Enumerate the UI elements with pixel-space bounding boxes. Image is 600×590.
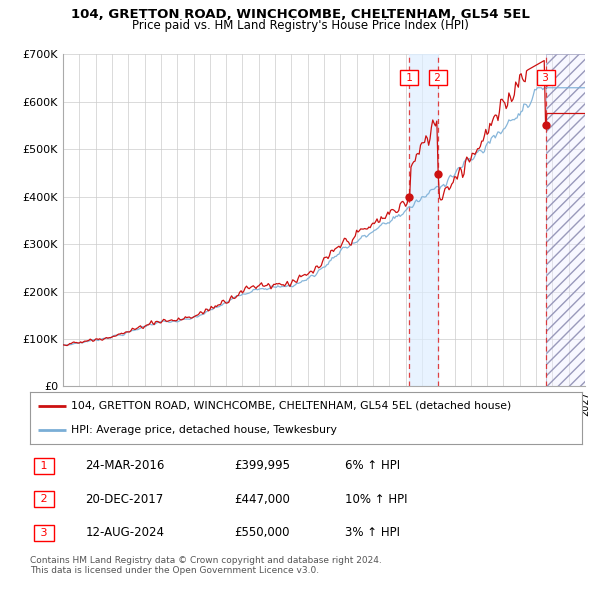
Text: £447,000: £447,000 [234,493,290,506]
Text: 1: 1 [403,73,416,83]
Text: £399,995: £399,995 [234,459,290,472]
Text: Contains HM Land Registry data © Crown copyright and database right 2024.: Contains HM Land Registry data © Crown c… [30,556,382,565]
Text: 12-AUG-2024: 12-AUG-2024 [85,526,164,539]
Text: 104, GRETTON ROAD, WINCHCOMBE, CHELTENHAM, GL54 5EL: 104, GRETTON ROAD, WINCHCOMBE, CHELTENHA… [71,8,529,21]
Bar [409,54,437,386]
Text: 20-DEC-2017: 20-DEC-2017 [85,493,163,506]
Text: HPI: Average price, detached house, Tewkesbury: HPI: Average price, detached house, Tewk… [71,425,337,435]
Text: 24-MAR-2016: 24-MAR-2016 [85,459,164,472]
Bar [546,54,585,386]
Text: 10% ↑ HPI: 10% ↑ HPI [344,493,407,506]
Text: 2: 2 [37,494,51,504]
Text: 3: 3 [539,73,553,83]
Text: Price paid vs. HM Land Registry's House Price Index (HPI): Price paid vs. HM Land Registry's House … [131,19,469,32]
Text: 6% ↑ HPI: 6% ↑ HPI [344,459,400,472]
Text: 104, GRETTON ROAD, WINCHCOMBE, CHELTENHAM, GL54 5EL (detached house): 104, GRETTON ROAD, WINCHCOMBE, CHELTENHA… [71,401,512,411]
Text: This data is licensed under the Open Government Licence v3.0.: This data is licensed under the Open Gov… [30,566,319,575]
Text: 3: 3 [37,527,51,537]
Text: 2: 2 [431,73,444,83]
Bar [546,54,585,386]
Text: £550,000: £550,000 [234,526,290,539]
Text: 3% ↑ HPI: 3% ↑ HPI [344,526,400,539]
Text: 1: 1 [37,461,51,471]
